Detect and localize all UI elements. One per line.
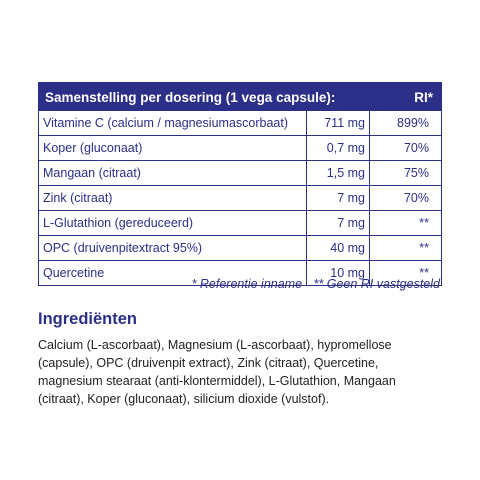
row-amount: 711 mg [307, 111, 370, 135]
row-name: Koper (gluconaat) [39, 136, 307, 160]
row-ri: 75% [403, 166, 429, 180]
footnote-no-ri: ** Geen RI vastgesteld [313, 277, 440, 291]
ingredients-line: magnesium stearaat (anti-klontermiddel),… [38, 374, 396, 388]
table-row: Mangaan (citraat) 1,5 mg 75% [39, 160, 441, 185]
row-ri: ** [419, 266, 429, 280]
row-amount: 7 mg [307, 211, 370, 235]
nutrition-table: Samenstelling per dosering (1 vega capsu… [38, 82, 442, 286]
ingredients-line: (citraat), Koper (gluconaat), silicium d… [38, 392, 330, 406]
row-name: Mangaan (citraat) [39, 161, 307, 185]
table-body: Vitamine C (calcium / magnesiumascorbaat… [39, 111, 441, 285]
row-ri: ** [419, 216, 429, 230]
row-amount: 10 mg [307, 261, 370, 285]
footnote: * Referentie inname ** Geen RI vastgeste… [192, 277, 440, 291]
row-name: L-Glutathion (gereduceerd) [39, 211, 307, 235]
row-ri: 899% [397, 116, 429, 130]
row-amount: 0,7 mg [307, 136, 370, 160]
row-amount: 7 mg [307, 186, 370, 210]
footnote-reference: * Referentie inname [191, 277, 303, 291]
row-amount: 1,5 mg [307, 161, 370, 185]
table-row: Vitamine C (calcium / magnesiumascorbaat… [39, 111, 441, 135]
ingredients-line: (capsule), OPC (druivenpit extract), Zin… [38, 356, 379, 370]
row-name: Zink (citraat) [39, 186, 307, 210]
table-row: OPC (druivenpitextract 95%) 40 mg ** [39, 235, 441, 260]
row-ri: 70% [403, 191, 429, 205]
ingredients-text: Calcium (L-ascorbaat), Magnesium (L-asco… [38, 336, 442, 408]
table-header-ri: RI* [414, 89, 433, 105]
row-ri: 70% [403, 141, 429, 155]
row-name: Vitamine C (calcium / magnesiumascorbaat… [39, 111, 307, 135]
row-name: OPC (druivenpitextract 95%) [39, 236, 307, 260]
table-row: Zink (citraat) 7 mg 70% [39, 185, 441, 210]
table-row: Koper (gluconaat) 0,7 mg 70% [39, 135, 441, 160]
row-name: Quercetine [39, 261, 307, 285]
table-row: L-Glutathion (gereduceerd) 7 mg ** [39, 210, 441, 235]
row-ri: ** [419, 241, 429, 255]
table-header-title: Samenstelling per dosering (1 vega capsu… [45, 89, 336, 105]
ingredients-heading: Ingrediënten [38, 310, 138, 328]
table-header: Samenstelling per dosering (1 vega capsu… [39, 83, 441, 111]
table-row: Quercetine 10 mg ** [39, 260, 441, 285]
ingredients-line: Calcium (L-ascorbaat), Magnesium (L-asco… [38, 338, 392, 352]
row-amount: 40 mg [307, 236, 370, 260]
